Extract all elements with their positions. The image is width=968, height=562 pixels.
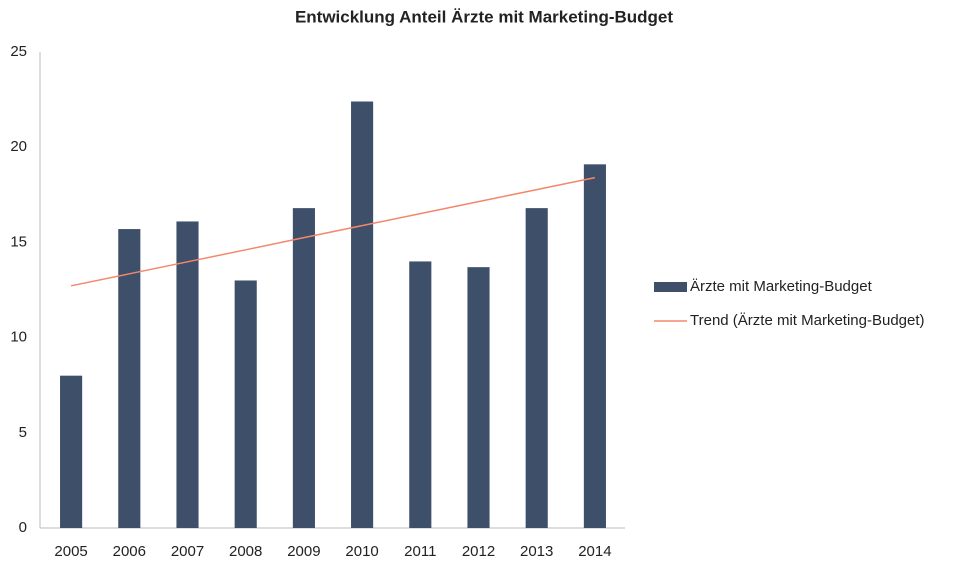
- bar: [525, 208, 548, 529]
- chart-title: Entwicklung Anteil Ärzte mit Marketing-B…: [295, 7, 673, 26]
- y-tick-label: 10: [10, 329, 27, 346]
- x-tick-label: 2009: [287, 543, 320, 560]
- x-tick-label: 2005: [54, 543, 87, 560]
- y-tick-label: 0: [19, 519, 27, 536]
- bar: [351, 101, 374, 528]
- y-tick-label: 5: [19, 424, 27, 441]
- trend-line: [70, 176, 596, 287]
- legend-label: Ärzte mit Marketing-Budget: [690, 278, 873, 295]
- bar: [467, 267, 490, 528]
- y-tick-label: 15: [10, 233, 27, 250]
- bar: [292, 208, 315, 529]
- bar: [409, 261, 432, 528]
- x-tick-label: 2014: [578, 543, 611, 560]
- bar: [234, 280, 257, 528]
- y-tick-label: 25: [10, 43, 27, 60]
- bar: [60, 375, 83, 528]
- x-tick-label: 2010: [345, 543, 378, 560]
- legend-label: Trend (Ärzte mit Marketing-Budget): [690, 312, 925, 329]
- x-tick-label: 2013: [520, 543, 553, 560]
- y-tick-label: 20: [10, 138, 27, 155]
- x-tick-label: 2008: [229, 543, 262, 560]
- x-tick-label: 2006: [113, 543, 146, 560]
- legend-swatch: [654, 282, 687, 292]
- bar: [583, 164, 606, 528]
- x-tick-label: 2012: [462, 543, 495, 560]
- x-tick-label: 2007: [171, 543, 204, 560]
- bar: [176, 221, 199, 528]
- x-tick-label: 2011: [404, 543, 436, 560]
- bar: [118, 229, 141, 528]
